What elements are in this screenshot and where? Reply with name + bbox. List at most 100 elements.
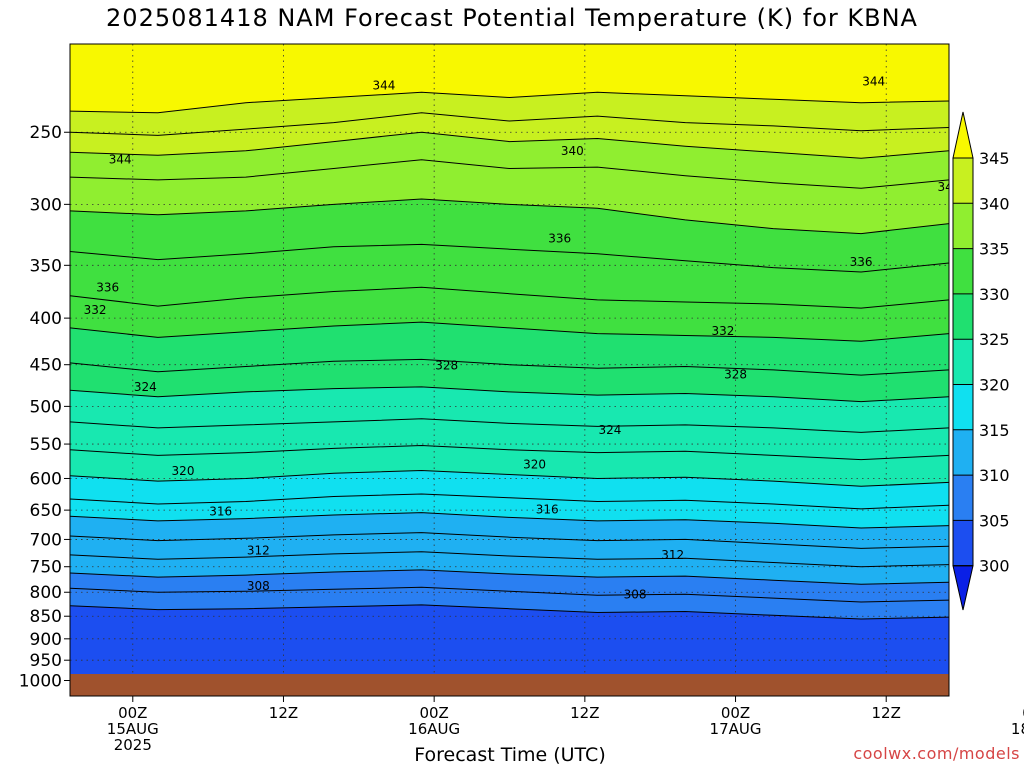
- contour-label: 340: [561, 144, 584, 158]
- x-axis: 00Z15AUG202512Z00Z16AUG12Z00Z17AUG12Z00Z…: [107, 696, 1024, 754]
- x-tick-label: 12Z: [872, 704, 901, 722]
- y-tick-label: 950: [30, 651, 62, 671]
- contour-320: [70, 469, 949, 487]
- colorbar-tick-label: 330: [979, 285, 1010, 304]
- contour-324: [70, 418, 949, 433]
- colorbar-tick-label: 325: [979, 330, 1010, 349]
- ground-below-surface: [70, 674, 949, 696]
- contour-label: 332: [84, 303, 107, 317]
- contour-342: [70, 112, 949, 136]
- y-tick-label: 500: [30, 397, 62, 417]
- contour-338: [70, 159, 949, 189]
- contour-312: [70, 551, 949, 568]
- y-axis: 250 300 350 400 450 500 550 600 650 700 750 800 850 9…: [19, 123, 70, 691]
- colorbar-segment: [953, 520, 973, 567]
- chart-title: 2025081418 NAM Forecast Potential Temper…: [106, 4, 918, 32]
- colorbar-tick-label: 300: [979, 557, 1010, 576]
- y-tick-label: 250: [30, 123, 62, 143]
- contour-336: [70, 198, 949, 235]
- contour-label: 336: [548, 231, 571, 245]
- x-tick-label: 17AUG: [710, 720, 762, 738]
- colorbar-max-arrow: [952, 111, 974, 159]
- x-axis-label: Forecast Time (UTC): [414, 744, 606, 766]
- colorbar-segment: [953, 339, 973, 385]
- contour-label: 332: [712, 324, 735, 338]
- contour-330: [70, 321, 949, 342]
- contour-label: 308: [247, 579, 270, 593]
- contour-label: 320: [172, 464, 195, 478]
- x-tick-label: 16AUG: [408, 720, 460, 738]
- plot-frame: [69, 43, 950, 697]
- colorbar-segment: [953, 248, 973, 295]
- source-watermark: coolwx.com/models: [853, 744, 1020, 763]
- x-tick-label: 00Z: [1022, 704, 1024, 722]
- colorbar-tick-label: 315: [979, 421, 1010, 440]
- contour-340: [70, 131, 949, 159]
- contour-label: 340: [938, 180, 961, 194]
- colorbar-segment: [953, 203, 973, 250]
- theta-filled-contours: [70, 44, 949, 696]
- colorbar-tick-label: 340: [979, 194, 1010, 213]
- contour-label: 312: [661, 548, 684, 562]
- contour-328: [70, 358, 949, 376]
- contour-label: 308: [624, 588, 647, 602]
- y-tick-label: 800: [30, 583, 62, 603]
- contour-label: 336: [850, 255, 873, 269]
- x-tick-label: 12Z: [570, 704, 599, 722]
- x-tick-label: 12Z: [269, 704, 298, 722]
- contour-label: 312: [247, 544, 270, 558]
- contour-326: [70, 386, 949, 403]
- contour-308: [70, 586, 949, 603]
- contour-label: 328: [724, 367, 747, 381]
- colorbar-segment: [953, 429, 973, 476]
- y-tick-label: 750: [30, 558, 62, 578]
- colorbar-min-arrow: [952, 565, 974, 611]
- contour-label: 344: [109, 153, 132, 167]
- colorbar: 300 305 310 315 320 325 330 335 340 345: [952, 111, 1010, 611]
- y-tick-label: 850: [30, 607, 62, 627]
- contour-label: 324: [599, 423, 622, 437]
- y-tick-label: 350: [30, 256, 62, 276]
- contour-306: [70, 604, 949, 620]
- contour-labels: 344 3443443403403363363363323323323283283…: [84, 75, 961, 602]
- contour-332: [70, 286, 949, 309]
- colorbar-tick-label: 310: [979, 466, 1010, 485]
- y-tick-label: 450: [30, 356, 62, 376]
- y-tick-label: 1000: [19, 671, 62, 691]
- contour-label: 316: [536, 503, 559, 517]
- contour-316: [70, 512, 949, 529]
- contour-label: 328: [435, 359, 458, 373]
- contour-label: 320: [523, 457, 546, 471]
- contour-310: [70, 569, 949, 585]
- colorbar-segment: [953, 293, 973, 340]
- contour-314: [70, 532, 949, 549]
- contour-label: 344: [372, 78, 395, 92]
- colorbar-tick-label: 320: [979, 376, 1010, 395]
- colorbar-tick-label: 345: [979, 149, 1010, 168]
- y-tick-label: 550: [30, 435, 62, 455]
- y-tick-label: 300: [30, 195, 62, 215]
- y-tick-label: 900: [30, 630, 62, 650]
- x-tick-label: 00Z: [419, 704, 448, 722]
- contour-label: 336: [96, 280, 119, 294]
- colorbar-segment: [953, 475, 973, 521]
- contour-318: [70, 493, 949, 510]
- y-tick-label: 400: [30, 309, 62, 329]
- x-tick-label: 00Z: [721, 704, 750, 722]
- x-tick-label: 00Z: [118, 704, 147, 722]
- colorbar-segment: [953, 384, 973, 431]
- colorbar-tick-label: 305: [979, 511, 1010, 530]
- y-tick-label: 600: [30, 469, 62, 489]
- contour-344: [70, 91, 949, 114]
- contour-label: 316: [209, 504, 232, 518]
- x-tick-label: 15AUG: [107, 720, 159, 738]
- x-tick-label: 18AUG: [1011, 720, 1024, 738]
- contour-label: 324: [134, 380, 157, 394]
- contour-label: 344: [862, 75, 885, 89]
- theta-contour-lines: [70, 91, 949, 620]
- contour-322: [70, 444, 949, 461]
- colorbar-segment: [953, 158, 973, 204]
- y-tick-label: 700: [30, 530, 62, 550]
- contour-334: [70, 243, 949, 273]
